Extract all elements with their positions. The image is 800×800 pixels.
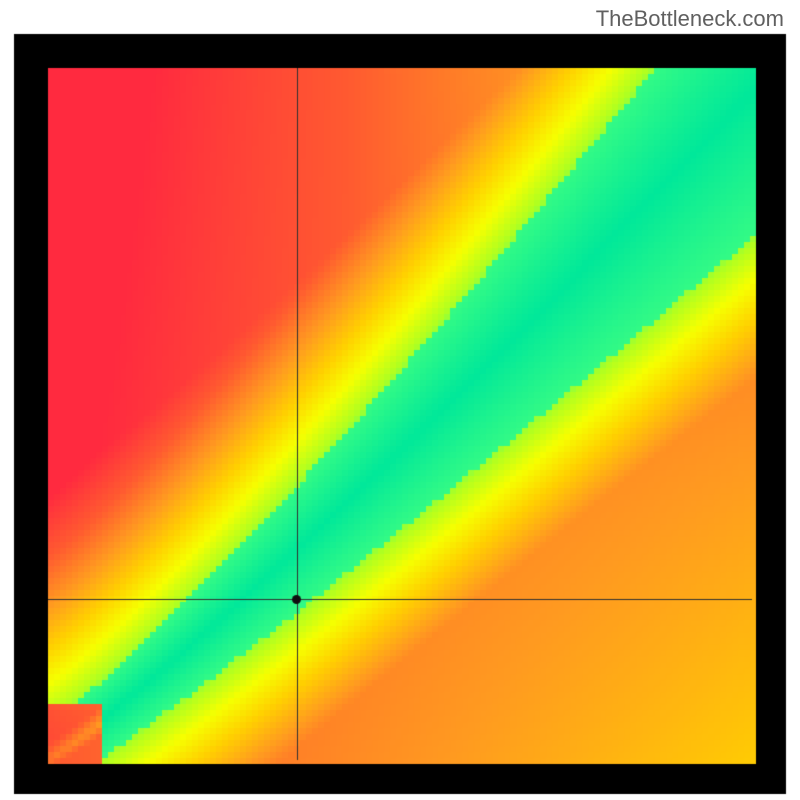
heatmap-canvas <box>0 0 800 800</box>
chart-container: TheBottleneck.com <box>0 0 800 800</box>
attribution-text: TheBottleneck.com <box>596 6 784 32</box>
